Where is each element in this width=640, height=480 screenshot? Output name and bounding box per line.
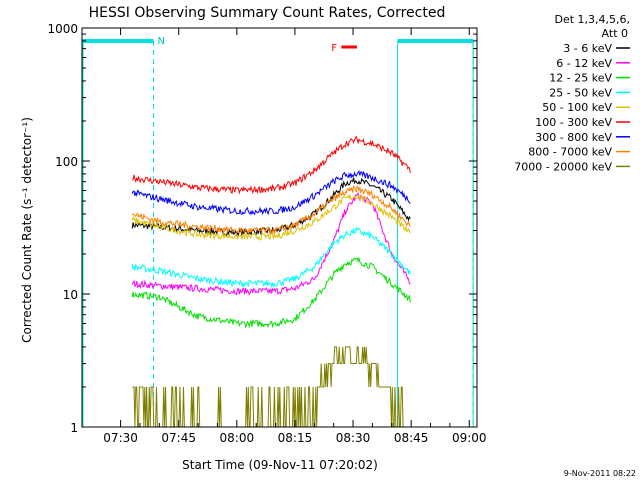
legend-label-9: 7000 - 20000 keV (514, 160, 612, 173)
x-tick-label-2: 07:45 (161, 431, 196, 445)
legend-label-1: 3 - 6 keV (563, 42, 612, 55)
series-line-5 (131, 193, 411, 241)
x-tick-label-1: 07:30 (103, 431, 138, 445)
chart-title: HESSI Observing Summary Count Rates, Cor… (89, 5, 446, 21)
night-and-flare-markers: NF (82, 36, 474, 427)
series-line-9 (132, 346, 404, 428)
plot-timestamp: 9-Nov-2011 08:22 (564, 469, 636, 478)
legend-label-8: 800 - 7000 keV (528, 146, 612, 159)
legend-title-line-2: Att 0 (602, 27, 628, 40)
series-line-4 (131, 226, 411, 289)
flare-label: F (331, 43, 337, 54)
series-line-3 (131, 256, 411, 329)
x-tick-label-4: 08:15 (278, 431, 313, 445)
x-tick-label-6: 08:45 (394, 431, 429, 445)
y-tick-label-1: 1 (70, 421, 78, 435)
y-tick-label-2: 10 (63, 288, 78, 302)
legend-label-6: 100 - 300 keV (535, 116, 612, 129)
legend-label-4: 25 - 50 keV (549, 86, 612, 99)
legend-title-line-1: Det 1,3,4,5,6, (554, 13, 630, 26)
axes: 07:30 07:45 08:00 08:15 08:30 08:45 09:00 1 10 10… (47, 22, 486, 445)
y-tick-label-3: 100 (55, 155, 78, 169)
x-tick-label-3: 08:00 (220, 431, 255, 445)
series-line-8 (131, 185, 411, 236)
night-label: N (158, 36, 165, 47)
legend-label-2: 6 - 12 keV (556, 57, 612, 70)
y-axis-label: Corrected Count Rate (s⁻¹ detector⁻¹) (20, 117, 34, 343)
series-line-6 (131, 135, 411, 195)
series-line-7 (131, 170, 411, 216)
legend-label-5: 50 - 100 keV (542, 101, 612, 114)
legend: Det 1,3,4,5,6, Att 0 3 - 6 keV 6 - 12 keV… (514, 13, 630, 173)
x-tick-label-5: 08:30 (336, 431, 371, 445)
legend-label-7: 300 - 800 keV (535, 131, 612, 144)
plot-frame (81, 27, 478, 428)
x-axis-label: Start Time (09-Nov-11 07:20:02) (182, 458, 378, 472)
x-tick-label-7: 09:00 (452, 431, 487, 445)
series-layer (131, 135, 411, 428)
y-tick-label-4: 1000 (47, 22, 78, 36)
legend-label-3: 12 - 25 keV (549, 72, 612, 85)
